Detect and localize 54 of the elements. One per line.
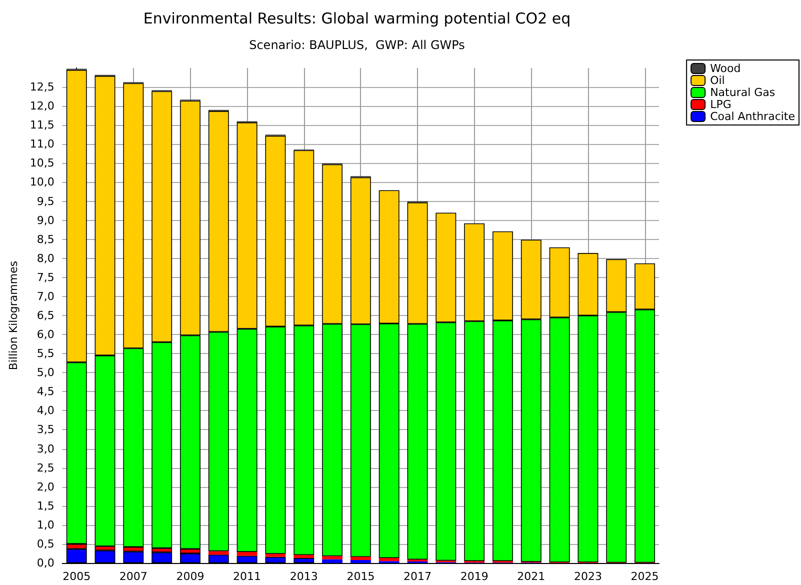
y-tick-label: 12,0 [30, 100, 54, 113]
chart-title: Environmental Results: Global warming potential CO2 eq [143, 10, 571, 28]
bar [265, 554, 286, 557]
y-tick-label: 6,5 [36, 309, 54, 322]
y-tick-label: 8,0 [36, 252, 54, 265]
chart-subtitle: Scenario: BAUPLUS, GWP: All GWPs [249, 38, 465, 52]
y-tick-label: 4,0 [36, 404, 54, 418]
y-tick-label: 1,0 [36, 518, 54, 532]
y-tick-label: 0,0 [36, 556, 54, 570]
y-tick-label: 10,0 [30, 176, 54, 189]
y-tick-label: 7,0 [36, 290, 54, 303]
bar [208, 551, 229, 555]
y-tick-label: 2,0 [36, 480, 54, 494]
x-tick-label: 2015 [346, 570, 375, 583]
x-tick-label: 2005 [62, 570, 91, 583]
bar [350, 556, 371, 560]
bar [350, 560, 371, 563]
y-tick-label: 1,5 [36, 499, 54, 512]
bar [236, 552, 258, 556]
x-tick-label: 2019 [460, 570, 488, 583]
x-tick-label: 2025 [630, 570, 659, 583]
y-tick-label: 9,5 [36, 194, 54, 208]
y-tick-label: 5,0 [36, 366, 54, 380]
x-tick-label: 2007 [119, 570, 148, 583]
y-tick-label: 11,0 [30, 138, 54, 151]
bar [294, 555, 314, 558]
bar [378, 558, 400, 562]
y-tick-label: 5,5 [36, 347, 54, 360]
bar [322, 559, 343, 563]
x-tick-label: 2009 [176, 570, 204, 583]
y-tick-label: 4,5 [36, 385, 54, 398]
y-tick-label: 0,5 [36, 537, 54, 550]
legend-label: LPG [710, 98, 732, 111]
legend-label: Oil [710, 74, 725, 87]
x-tick-label: 2017 [404, 570, 432, 583]
legend-label: Natural Gas [710, 86, 776, 99]
x-tick-label: 2013 [290, 570, 318, 583]
x-tick-label: 2023 [574, 570, 602, 583]
y-tick-label: 9,0 [36, 214, 54, 227]
y-tick-label: 3,5 [36, 423, 54, 436]
y-tick-label: 12,5 [30, 80, 54, 94]
y-tick-label: 7,5 [36, 270, 54, 284]
y-tick-label: 8,5 [36, 232, 54, 246]
y-tick-label: 6,0 [36, 328, 54, 342]
y-axis-title: Billion Kilogrammes [7, 260, 20, 370]
x-tick-label: 2011 [233, 570, 262, 583]
y-tick-label: 3,0 [36, 442, 54, 456]
x-tick-label: 2021 [517, 570, 546, 583]
legend-label: Coal Anthracite [710, 110, 796, 123]
y-tick-label: 10,5 [30, 156, 54, 170]
y-tick-label: 2,5 [36, 461, 54, 474]
y-tick-label: 11,5 [30, 118, 54, 132]
bar [322, 556, 343, 560]
legend-label: Wood [710, 62, 741, 75]
